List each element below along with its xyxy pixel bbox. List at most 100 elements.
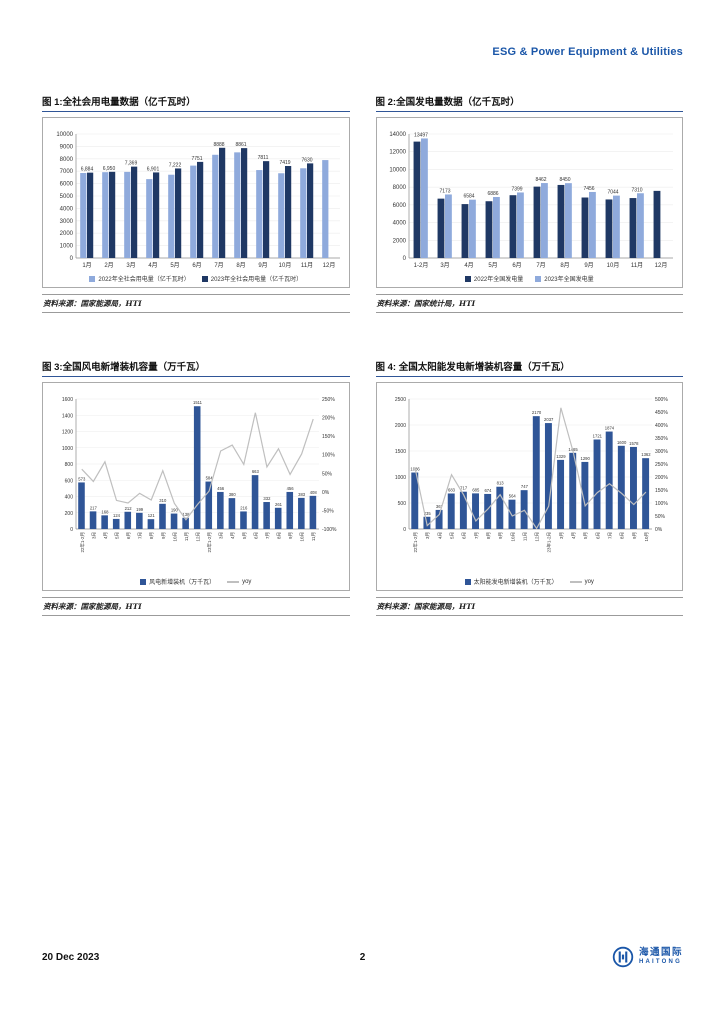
svg-text:14000: 14000 [390,132,407,138]
svg-text:5月: 5月 [450,532,456,539]
svg-text:584: 584 [205,476,213,481]
svg-text:3月: 3月 [441,262,450,269]
svg-text:2000: 2000 [59,231,73,237]
svg-text:1721: 1721 [593,434,603,439]
svg-text:10月: 10月 [278,262,291,269]
svg-text:0: 0 [403,527,406,533]
figure-wind-new-capacity: 图 3:全国风电新增装机容量（万千瓦） 0 200 400 600 800 1000 120… [42,359,350,616]
figure-electricity-consumption: 图 1:全社会用电量数据（亿千瓦时） 0 1000 2000 3000 4000 5000… [42,94,350,313]
svg-text:6,950: 6,950 [102,166,115,172]
figure-solar-new-capacity: 图 4: 全国太阳能发电新增装机容量（万千瓦） 0 500 1000 1500 2000… [375,359,683,616]
legend-swatch [464,578,471,585]
svg-text:7419: 7419 [279,160,290,166]
svg-text:1400: 1400 [62,413,73,419]
svg-text:7000: 7000 [59,169,73,175]
svg-text:1-2月: 1-2月 [414,262,429,269]
svg-text:22年1-2月: 22年1-2月 [412,532,419,553]
svg-text:9月: 9月 [498,532,504,539]
svg-text:2037: 2037 [544,417,554,422]
svg-text:216: 216 [240,505,248,510]
chart-1-canvas: 0 1000 2000 3000 4000 5000 6000 7000 8000 9000 100… [56,132,340,269]
svg-text:1600: 1600 [617,440,627,445]
chart-2-caption: 图 2:全国发电量数据（亿千瓦时） [375,94,683,112]
chart-4-source: 资料来源：国家能源局，HTI [375,597,683,616]
legend-item: 太阳能发电新增装机（万千瓦） [464,577,558,586]
svg-text:8月: 8月 [620,532,626,539]
svg-text:7,369: 7,369 [124,161,137,167]
svg-text:380: 380 [228,492,236,497]
svg-text:12000: 12000 [390,150,407,156]
svg-text:10月: 10月 [644,532,650,542]
haitong-logo: 海通国际 HAITONG [612,946,683,968]
svg-text:261: 261 [275,502,283,507]
svg-text:0%: 0% [655,527,663,533]
svg-text:6月: 6月 [126,532,132,539]
page-footer: 20 Dec 2023 2 海通国际 HAITONG [42,946,683,968]
svg-text:8000: 8000 [59,157,73,163]
svg-text:250%: 250% [655,462,668,468]
svg-text:190: 190 [171,508,179,513]
svg-text:310: 310 [159,498,167,503]
svg-text:4月: 4月 [571,532,577,539]
svg-text:2170: 2170 [532,410,542,415]
svg-text:23年1-2月: 23年1-2月 [546,532,553,553]
svg-text:6月: 6月 [253,532,259,539]
svg-text:4月: 4月 [230,532,236,539]
svg-text:138: 138 [182,512,190,517]
svg-text:250%: 250% [322,397,335,403]
svg-text:9月: 9月 [585,262,594,269]
svg-text:2500: 2500 [395,397,406,403]
svg-text:23年1-2月: 23年1-2月 [206,532,213,553]
svg-text:564: 564 [509,494,517,499]
svg-text:500%: 500% [655,397,668,403]
svg-text:3月: 3月 [425,532,431,539]
legend-swatch [464,275,471,282]
svg-text:813: 813 [497,481,505,486]
svg-text:1465: 1465 [569,447,579,452]
svg-text:1000: 1000 [59,244,73,250]
svg-text:22年1-2月: 22年1-2月 [79,532,86,553]
svg-text:1290: 1290 [581,456,591,461]
svg-text:200%: 200% [655,475,668,481]
svg-text:1200: 1200 [62,430,73,436]
chart-3-canvas: 0 200 400 600 800 1000 1200 1400 1600 -100% -50% 0%… [62,397,337,553]
svg-text:-100%: -100% [322,527,337,533]
svg-text:0: 0 [69,256,73,262]
svg-text:7751: 7751 [191,156,202,162]
svg-text:217: 217 [90,505,98,510]
chart-2-source: 资料来源：国家统计局，HTI [375,294,683,313]
legend-label: yoy [242,578,252,585]
svg-text:2000: 2000 [393,238,407,244]
legend-label: 2022年全社会用电量（亿千瓦时） [98,277,190,283]
svg-text:9月: 9月 [161,532,167,539]
svg-text:8月: 8月 [149,532,155,539]
svg-text:5月: 5月 [114,532,120,539]
legend-label: 2023年全国发电量 [544,277,594,283]
svg-text:12月: 12月 [195,532,201,542]
svg-text:8月: 8月 [276,532,282,539]
svg-text:456: 456 [286,486,294,491]
svg-text:5月: 5月 [242,532,248,539]
svg-text:1511: 1511 [193,400,203,405]
svg-text:11月: 11月 [631,262,643,269]
svg-text:12月: 12月 [322,262,335,269]
legend-swatch [89,275,96,282]
svg-text:9月: 9月 [288,532,294,539]
svg-text:4月: 4月 [438,532,444,539]
svg-text:0: 0 [70,527,73,533]
svg-text:3月: 3月 [91,532,97,539]
svg-text:573: 573 [78,476,86,481]
legend-item: 2022年全国发电量 [464,274,523,283]
chart-1-legend: 2022年全社会用电量（亿千瓦时） 2023年全社会用电量（亿千瓦时） [45,272,347,286]
svg-text:100%: 100% [655,501,668,507]
svg-text:9月: 9月 [258,262,267,269]
svg-text:400: 400 [64,495,73,501]
chart-4-canvas: 0 500 1000 1500 2000 2500 0% 50% 100% 150% 200% 250… [395,397,668,553]
svg-text:3月: 3月 [218,532,224,539]
legend-item: yoy [227,579,251,585]
svg-text:7630: 7630 [301,157,312,163]
svg-text:150%: 150% [655,488,668,494]
svg-text:100%: 100% [322,453,335,459]
svg-text:7173: 7173 [440,188,451,194]
